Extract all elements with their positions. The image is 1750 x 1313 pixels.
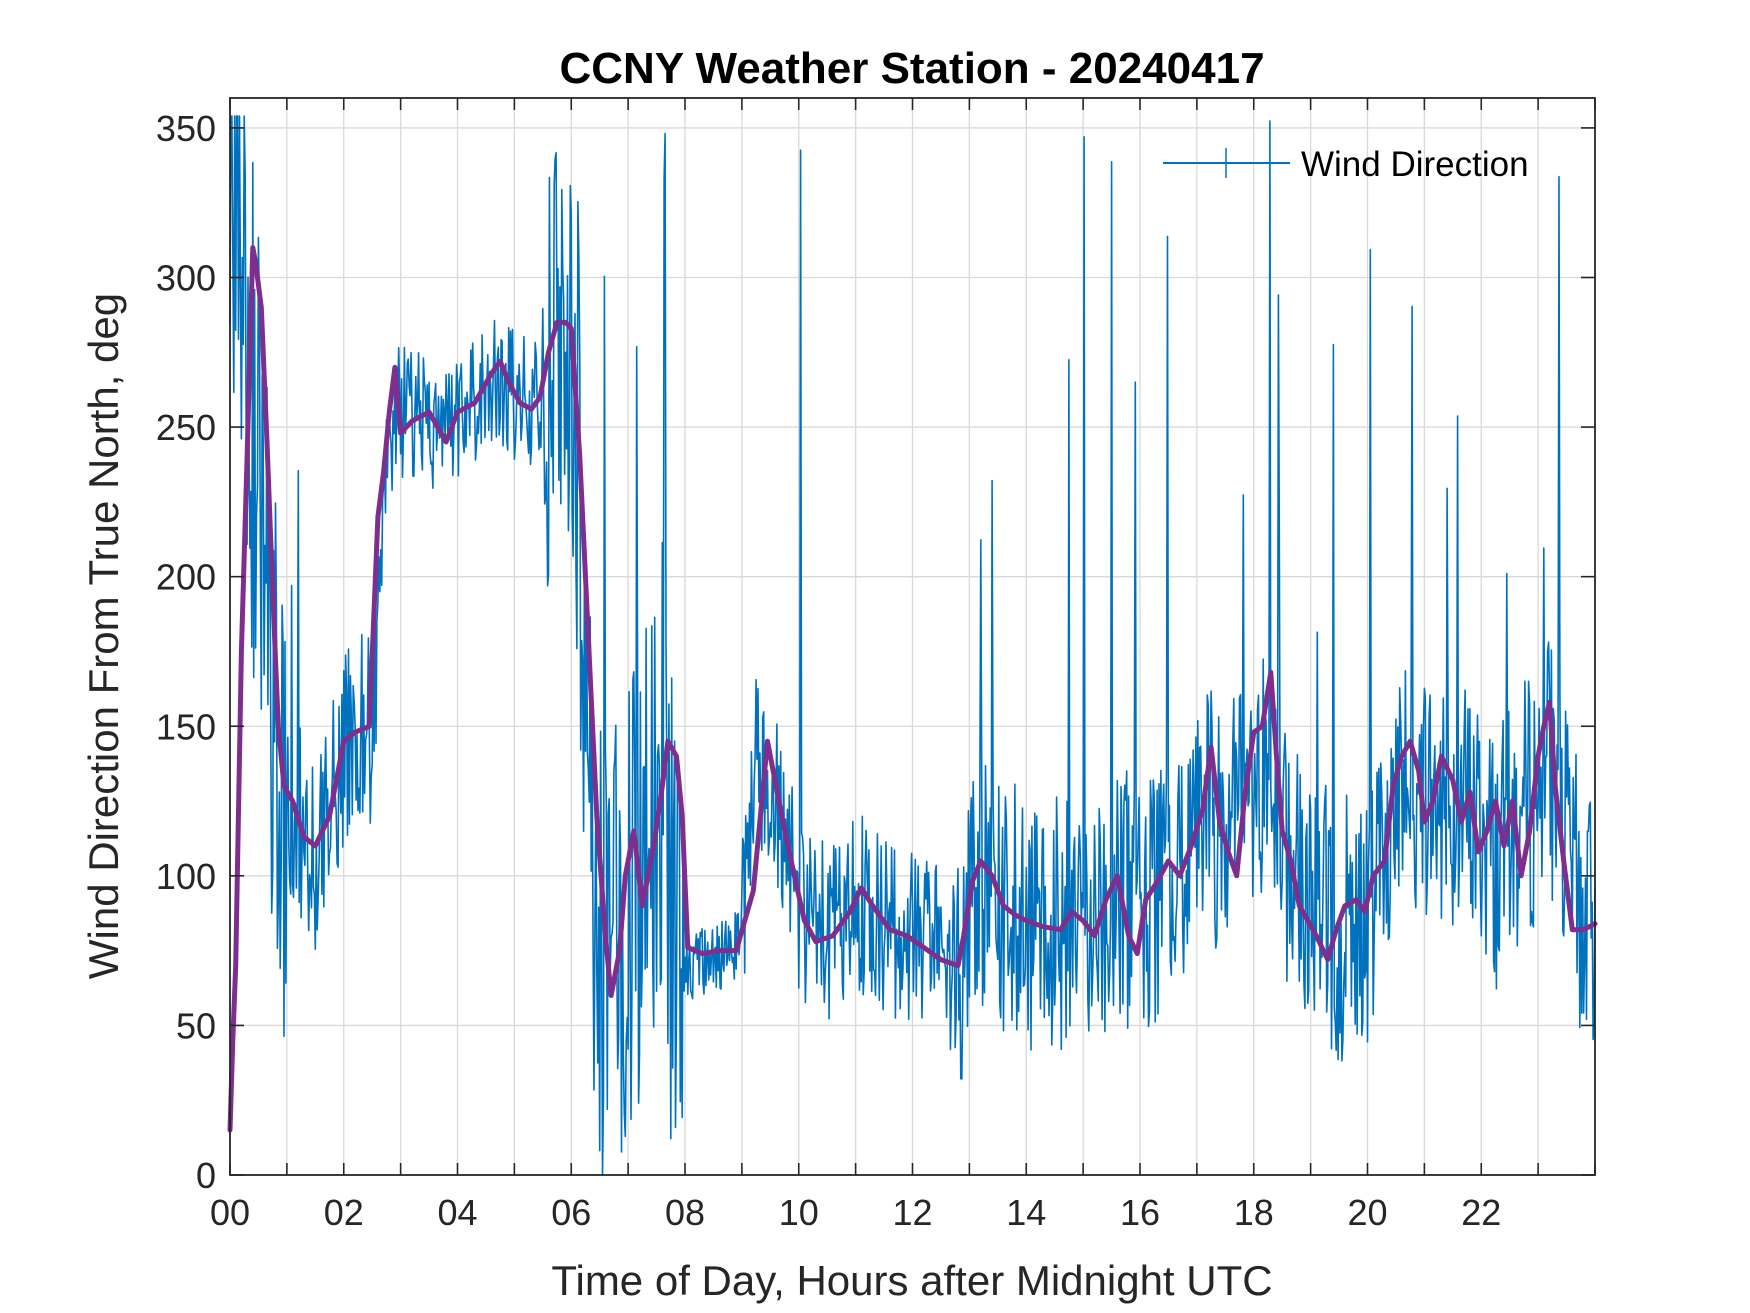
y-tick-label: 0 — [196, 1155, 216, 1196]
x-tick-label: 04 — [437, 1192, 477, 1233]
y-tick-label: 200 — [156, 557, 216, 598]
x-tick-label: 20 — [1347, 1192, 1387, 1233]
chart-title: CCNY Weather Station - 20240417 — [559, 44, 1264, 93]
x-tick-label: 22 — [1461, 1192, 1501, 1233]
x-tick-label: 16 — [1120, 1192, 1160, 1233]
y-tick-label: 300 — [156, 258, 216, 299]
series-smoothed-line — [227, 245, 1598, 1133]
x-tick-label: 00 — [210, 1192, 250, 1233]
series-wind-direction-line — [229, 115, 1596, 1176]
x-tick-label: 06 — [551, 1192, 591, 1233]
x-tick-label: 18 — [1234, 1192, 1274, 1233]
y-tick-label: 350 — [156, 108, 216, 149]
x-axis-label: Time of Day, Hours after Midnight UTC — [551, 1257, 1272, 1304]
series-layer — [227, 115, 1598, 1176]
x-tick-label: 02 — [324, 1192, 364, 1233]
y-tick-label: 50 — [176, 1005, 216, 1046]
y-tick-label: 250 — [156, 407, 216, 448]
x-tick-label: 10 — [779, 1192, 819, 1233]
y-tick-label: 100 — [156, 856, 216, 897]
axis-ticks: 00 02 04 06 08 10 12 14 16 18 20 22 0 50 100 150 200 250 3… — [156, 98, 1596, 1233]
x-tick-label: 12 — [892, 1192, 932, 1233]
y-axis-label: Wind Direction From True North, deg — [80, 293, 127, 979]
x-tick-label: 14 — [1006, 1192, 1046, 1233]
x-tick-label: 08 — [665, 1192, 705, 1233]
legend: Wind Direction — [1163, 145, 1529, 184]
legend-entry-wind-direction: Wind Direction — [1301, 145, 1529, 184]
y-tick-label: 150 — [156, 706, 216, 747]
